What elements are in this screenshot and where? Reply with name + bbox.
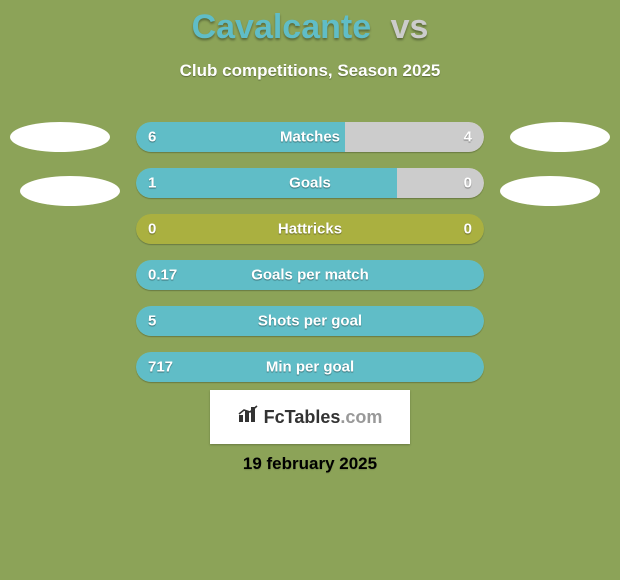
logo-text: FcTables.com (264, 407, 383, 428)
stats-bars: 64Matches10Goals00Hattricks0.17Goals per… (136, 122, 484, 398)
stat-left-value: 5 (148, 313, 156, 330)
date-label: 19 february 2025 (0, 454, 620, 474)
stat-row: 10Goals (136, 168, 484, 198)
vs-label: vs (391, 8, 429, 46)
stat-right-value: 0 (464, 221, 472, 238)
stat-row: 00Hattricks (136, 214, 484, 244)
stat-row: 0.17Goals per match (136, 260, 484, 290)
stat-left-value: 0 (148, 221, 156, 238)
avatar-placeholder-left-1 (10, 122, 110, 152)
stat-right-value: 4 (464, 129, 472, 146)
avatar-placeholder-right-1 (510, 122, 610, 152)
stat-left-value: 6 (148, 129, 156, 146)
avatar-placeholder-left-2 (20, 176, 120, 206)
avatar-placeholder-right-2 (500, 176, 600, 206)
logo-inner: FcTables.com (238, 405, 383, 429)
stat-left-value: 0.17 (148, 267, 177, 284)
stat-left-value: 717 (148, 359, 173, 376)
stat-row: 717Min per goal (136, 352, 484, 382)
stat-row: 5Shots per goal (136, 306, 484, 336)
comparison-title: Cavalcante vs (0, 0, 620, 47)
player1-name: Cavalcante (192, 8, 372, 46)
chart-icon (238, 405, 260, 429)
stat-right-value: 0 (464, 175, 472, 192)
subtitle: Club competitions, Season 2025 (0, 61, 620, 81)
fctables-logo[interactable]: FcTables.com (210, 390, 410, 444)
stat-row: 64Matches (136, 122, 484, 152)
stat-left-value: 1 (148, 175, 156, 192)
